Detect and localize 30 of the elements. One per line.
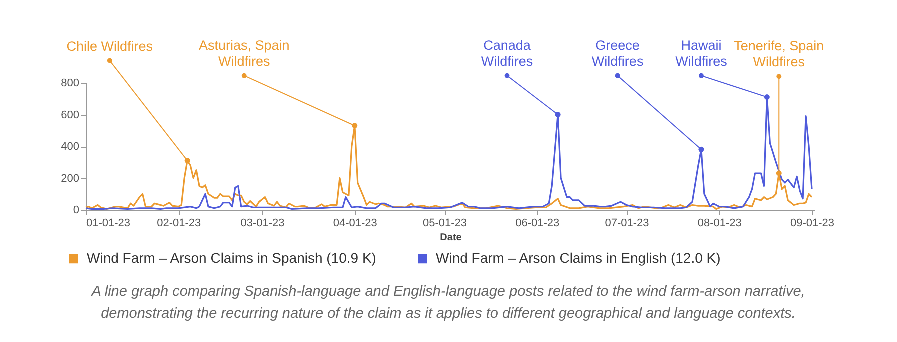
x-tick-label: 09-01-23 (790, 218, 835, 230)
y-tick-label: 400 (61, 141, 80, 153)
legend-label: Wind Farm – Arson Claims in Spanish (10.9 K) (87, 250, 376, 266)
x-tick-label: 02-01-23 (157, 218, 202, 230)
x-axis-title: Date (440, 232, 462, 244)
x-tick-label: 05-01-23 (423, 218, 468, 230)
x-tick-label: 03-01-23 (240, 218, 285, 230)
point (184, 158, 190, 164)
x-tick-label: 04-01-23 (333, 218, 378, 230)
y-tick-label: 0 (73, 204, 80, 216)
point (764, 94, 770, 100)
annotation: Asturias, Spain Wildfires (198, 38, 290, 69)
annotation: Canada Wildfires (481, 38, 534, 69)
point (698, 146, 704, 152)
x-tick-label: 08-01-23 (698, 218, 742, 230)
annotation: Tenerife, Spain Wildfires (734, 38, 824, 70)
point (352, 123, 358, 129)
y-tick-label: 600 (61, 109, 80, 122)
annotation: Chile Wildfires (66, 38, 154, 54)
x-tick-label: 01-01-23 (86, 218, 131, 230)
x-tick-label: 07-01-23 (605, 218, 650, 230)
x-tick-label: 06-01-23 (516, 218, 560, 230)
point (555, 112, 561, 118)
annotation: Hawaii Wildfires (676, 38, 728, 69)
point (776, 170, 782, 176)
text: A line graph comparing Spanish-language and English-language posts related to the wind farm-arson narrative, demonstrating the recurring nature of the claim as it applies to different geographical and language contexts. (90, 283, 806, 324)
annotation: Greece Wildfires (592, 38, 644, 69)
y-tick-label: 800 (61, 78, 80, 90)
legend-label: Wind Farm – Arson Claims in English (12.0 K) (436, 250, 721, 266)
y-tick-label: 200 (61, 172, 80, 185)
